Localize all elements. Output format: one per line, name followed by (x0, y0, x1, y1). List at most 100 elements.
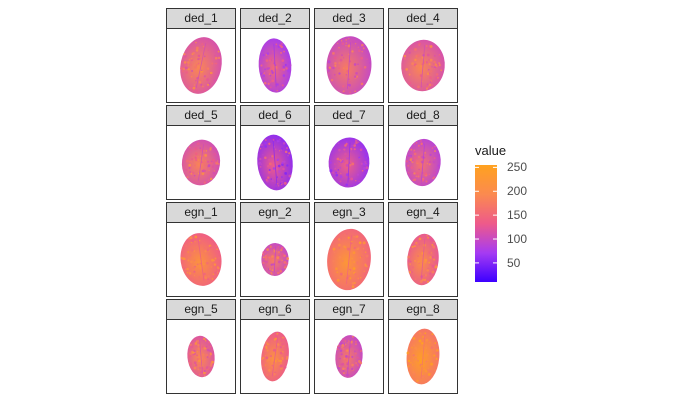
seed-pixel (346, 247, 350, 251)
seed-pixel (341, 42, 345, 46)
seed-pixel (343, 91, 346, 94)
seed-pixel (263, 81, 267, 85)
seed-crease (273, 246, 277, 273)
seed-pixel (431, 267, 434, 270)
seed-pixel (351, 257, 354, 260)
seed-pixel (336, 271, 339, 274)
seed-image-svg (407, 233, 439, 286)
seed-pixel (432, 160, 436, 164)
seed-pixel (210, 161, 213, 163)
seed-pixel (433, 354, 436, 357)
seed-pixel (281, 162, 284, 165)
seed-pixel (346, 349, 349, 352)
seed-pixel (202, 371, 206, 375)
seed-image-svg (180, 233, 222, 286)
seed-pixel (354, 272, 357, 275)
seed-pixel (344, 340, 347, 343)
seed-pixel (329, 161, 332, 164)
seed-pixel (286, 257, 290, 260)
seed-pixel (189, 352, 193, 356)
seed-pixel (440, 69, 443, 72)
seed-pixel (340, 40, 343, 42)
seed-pixel (273, 372, 276, 376)
seed-pixel (213, 259, 215, 262)
seed-pixel (417, 175, 420, 178)
seed-pixel (262, 261, 265, 264)
seed-pixel (428, 377, 430, 380)
seed-pixel (361, 43, 364, 47)
seed-pixel (414, 354, 418, 358)
seed-pixel (366, 269, 369, 271)
seed-pixel (193, 84, 196, 86)
seed-pixel (438, 64, 441, 67)
seed-pixel (260, 163, 263, 165)
seed-pixel (277, 260, 281, 264)
seed-pixel (185, 71, 188, 74)
seed-pixel (277, 185, 280, 187)
seed-pixel (337, 42, 339, 45)
seed-pixel (424, 370, 428, 373)
seed-pixel (276, 165, 279, 168)
seed-pixel (279, 182, 282, 185)
seed-pixel (214, 271, 218, 274)
seed-pixel (424, 274, 428, 277)
seed-pixel (343, 161, 345, 163)
seed-pixel (265, 345, 267, 347)
seed-pixel (351, 363, 354, 367)
seed-pixel (205, 366, 209, 370)
seed-pixel (287, 69, 291, 73)
seed-pixel (258, 162, 261, 165)
seed-pixel (345, 39, 348, 41)
seed-pixel (188, 237, 191, 240)
facet-panel: ded_1 (166, 8, 236, 103)
seed-pixel (353, 144, 357, 147)
seed-pixel (268, 162, 272, 166)
seed-pixel (269, 86, 272, 89)
seed-pixel (195, 364, 198, 367)
seed-pixel (429, 153, 432, 157)
seed-pixel (437, 76, 439, 79)
seed-pixel (414, 278, 417, 281)
seed-pixel (193, 274, 196, 277)
seed-pixel (277, 45, 280, 48)
seed-pixel (197, 58, 200, 61)
seed-pixel (279, 364, 283, 368)
seed-pixel (194, 152, 198, 156)
seed-pixel (182, 257, 185, 260)
seed-pixel (416, 59, 418, 61)
seed-pixel (420, 142, 423, 146)
seed-pixel (428, 160, 432, 164)
seed-pixel (282, 167, 285, 171)
seed-pixel (268, 169, 271, 171)
facet-panel: ded_3 (314, 8, 384, 103)
seed-pixel (203, 347, 206, 350)
seed-pixel (433, 176, 436, 179)
seed-pixel (365, 164, 367, 166)
seed-pixel (346, 363, 349, 365)
seed-pixel (274, 335, 278, 338)
seed-pixel (190, 149, 192, 151)
seed-pixel (204, 160, 207, 162)
seed-pixel (428, 163, 431, 166)
seed-pixel (431, 84, 434, 87)
seed-pixel (201, 43, 204, 45)
seed-pixel (338, 46, 340, 49)
seed-pixel (207, 341, 211, 344)
seed-pixel (277, 251, 281, 254)
seed-pixel (279, 44, 283, 48)
seed-pixel (198, 276, 201, 278)
seed-pixel (348, 270, 351, 272)
seed-pixel (185, 159, 189, 163)
seed-pixel (415, 64, 418, 67)
seed-pixel (434, 258, 436, 260)
seed-pixel (203, 374, 206, 377)
seed-pixel (277, 158, 280, 161)
seed-pixel (280, 362, 282, 365)
seed-pixel (197, 68, 200, 70)
facet-plot-area (240, 29, 310, 103)
facet-plot-area (314, 320, 384, 394)
seed-pixel (354, 142, 357, 145)
seed-pixel (338, 247, 341, 249)
seed-pixel (408, 51, 411, 54)
seed-pixel (430, 362, 434, 366)
